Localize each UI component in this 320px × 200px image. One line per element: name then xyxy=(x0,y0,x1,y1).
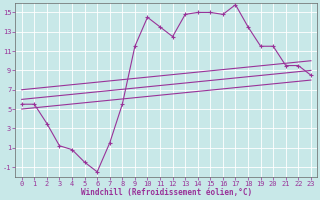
X-axis label: Windchill (Refroidissement éolien,°C): Windchill (Refroidissement éolien,°C) xyxy=(81,188,252,197)
